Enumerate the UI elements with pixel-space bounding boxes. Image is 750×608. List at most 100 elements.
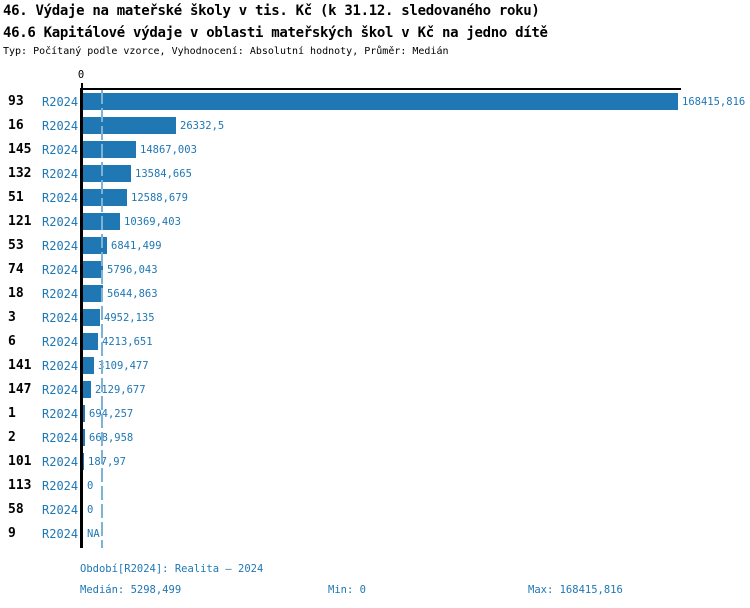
row-period-label: R2024 [42, 455, 79, 469]
chart-row: 145 R2024 14867,003 [0, 138, 750, 162]
row-bar [83, 333, 98, 350]
row-value-label: 187,97 [88, 456, 126, 468]
row-bar [83, 165, 131, 182]
median-reference-line [101, 90, 103, 548]
row-value-label: 0 [87, 504, 94, 516]
row-bar [83, 237, 107, 254]
x-axis-zero-tick-label: 0 [77, 69, 85, 81]
row-bar [83, 117, 176, 134]
footer-max-value: Max: 168415,816 [528, 584, 623, 596]
chart-row: 58 R2024 0 [0, 498, 750, 522]
row-period-label: R2024 [42, 263, 79, 277]
row-rank-label: 16 [8, 118, 24, 133]
row-period-label: R2024 [42, 431, 79, 445]
footer-min-value: Min: 0 [328, 584, 366, 596]
x-axis-line [80, 88, 681, 90]
row-period-label: R2024 [42, 479, 79, 493]
row-period-label: R2024 [42, 383, 79, 397]
row-rank-label: 74 [8, 262, 24, 277]
chart-row: 9 R2024 NA [0, 522, 750, 546]
row-value-label: 4213,651 [102, 336, 153, 348]
row-value-label: NA [87, 528, 100, 540]
row-rank-label: 132 [8, 166, 32, 181]
chart-row: 101 R2024 187,97 [0, 450, 750, 474]
row-value-label: 26332,5 [180, 120, 225, 132]
y-axis-line [80, 89, 83, 548]
row-period-label: R2024 [42, 95, 79, 109]
row-rank-label: 51 [8, 190, 24, 205]
row-bar [83, 285, 103, 302]
row-period-label: R2024 [42, 239, 79, 253]
row-period-label: R2024 [42, 527, 79, 541]
row-value-label: 4952,135 [104, 312, 155, 324]
chart-row: 51 R2024 12588,679 [0, 186, 750, 210]
row-rank-label: 58 [8, 502, 24, 517]
chart-row: 3 R2024 4952,135 [0, 306, 750, 330]
row-rank-label: 1 [8, 406, 16, 421]
row-rank-label: 113 [8, 478, 32, 493]
row-rank-label: 3 [8, 310, 16, 325]
row-period-label: R2024 [42, 119, 79, 133]
row-period-label: R2024 [42, 143, 79, 157]
row-bar [83, 261, 103, 278]
row-value-label: 3109,477 [98, 360, 149, 372]
row-value-label: 12588,679 [131, 192, 188, 204]
chart-row: 113 R2024 0 [0, 474, 750, 498]
row-value-label: 5644,863 [107, 288, 158, 300]
chart-row: 16 R2024 26332,5 [0, 114, 750, 138]
chart-row: 93 R2024 168415,816 [0, 90, 750, 114]
row-bar [83, 405, 85, 422]
row-value-label: 2129,677 [95, 384, 146, 396]
page-subtitle-indicator: 46.6 Kapitálové výdaje v oblasti mateřsk… [3, 25, 548, 41]
row-period-label: R2024 [42, 359, 79, 373]
row-bar [83, 93, 678, 110]
row-period-label: R2024 [42, 335, 79, 349]
chart-row: 141 R2024 3109,477 [0, 354, 750, 378]
x-axis-tick-mark [81, 83, 83, 89]
row-bar [83, 141, 136, 158]
row-rank-label: 18 [8, 286, 24, 301]
page-title: 46. Výdaje na mateřské školy v tis. Kč (… [3, 3, 540, 19]
row-value-label: 14867,003 [140, 144, 197, 156]
row-rank-label: 145 [8, 142, 32, 157]
row-value-label: 668,958 [89, 432, 134, 444]
footer-median-value: Medián: 5298,499 [80, 584, 182, 596]
row-bar [83, 429, 85, 446]
row-value-label: 694,257 [89, 408, 134, 420]
row-rank-label: 141 [8, 358, 32, 373]
row-bar [83, 309, 100, 326]
footer-period-label: Období[R2024]: Realita – 2024 [80, 563, 264, 575]
row-rank-label: 93 [8, 94, 24, 109]
row-bar [83, 189, 127, 206]
row-rank-label: 6 [8, 334, 16, 349]
row-rank-label: 53 [8, 238, 24, 253]
row-rank-label: 9 [8, 526, 16, 541]
chart-row: 2 R2024 668,958 [0, 426, 750, 450]
row-bar [83, 357, 94, 374]
row-period-label: R2024 [42, 503, 79, 517]
chart-row: 132 R2024 13584,665 [0, 162, 750, 186]
chart-row: 6 R2024 4213,651 [0, 330, 750, 354]
row-value-label: 13584,665 [135, 168, 192, 180]
row-rank-label: 101 [8, 454, 32, 469]
row-period-label: R2024 [42, 191, 79, 205]
row-period-label: R2024 [42, 311, 79, 325]
row-value-label: 10369,403 [124, 216, 181, 228]
row-period-label: R2024 [42, 407, 79, 421]
chart-row: 147 R2024 2129,677 [0, 378, 750, 402]
row-rank-label: 147 [8, 382, 32, 397]
row-rank-label: 121 [8, 214, 32, 229]
chart-row: 53 R2024 6841,499 [0, 234, 750, 258]
row-period-label: R2024 [42, 215, 79, 229]
row-value-label: 6841,499 [111, 240, 162, 252]
row-bar [83, 381, 91, 398]
row-rank-label: 2 [8, 430, 16, 445]
row-period-label: R2024 [42, 167, 79, 181]
row-period-label: R2024 [42, 287, 79, 301]
row-value-label: 0 [87, 480, 94, 492]
row-value-label: 5796,043 [107, 264, 158, 276]
chart-row: 74 R2024 5796,043 [0, 258, 750, 282]
chart-row: 1 R2024 694,257 [0, 402, 750, 426]
chart-row: 18 R2024 5644,863 [0, 282, 750, 306]
